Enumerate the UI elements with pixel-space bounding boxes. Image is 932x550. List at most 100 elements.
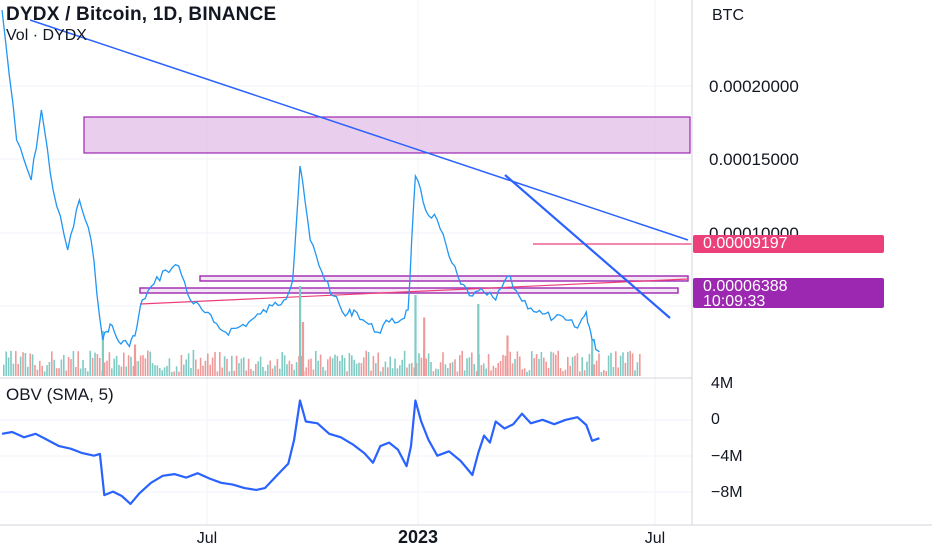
short-descending-trendline[interactable] (504, 174, 671, 319)
volume-bar (545, 361, 547, 376)
volume-bar (221, 367, 223, 376)
volume-bar (46, 365, 48, 376)
volume-bar (631, 353, 634, 376)
volume-bar (526, 371, 528, 376)
volume-bar (307, 359, 310, 376)
volume-bar (238, 363, 240, 376)
pink-level-price: 0.00009197 (703, 235, 788, 252)
volume-bar (75, 367, 77, 376)
resistance-zone[interactable] (83, 116, 691, 154)
volume-bar (276, 359, 279, 376)
volume-bar (447, 368, 449, 376)
volume-bar (360, 363, 363, 376)
volume-bar (29, 353, 31, 376)
volume-bar (295, 362, 298, 376)
volume-bar (459, 355, 461, 376)
volume-bar (231, 355, 233, 376)
volume-bar (619, 355, 622, 376)
volume-bar (223, 356, 226, 376)
volume-bar (442, 352, 444, 376)
volume-bar (485, 368, 487, 376)
volume-bar (487, 354, 490, 376)
volume-bar (437, 369, 439, 376)
time-axis-label-year: 2023 (398, 527, 438, 547)
volume-bar (473, 364, 475, 376)
volume-bar (299, 286, 302, 376)
long-descending-trendline[interactable] (29, 19, 689, 241)
volume-bar (293, 369, 295, 376)
volume-bar (615, 351, 617, 376)
volume-bar (377, 352, 379, 376)
volume-bar (137, 361, 139, 376)
volume-bar (363, 357, 365, 376)
volume-bar (399, 365, 401, 376)
volume-bar (94, 352, 96, 376)
volume-bar (149, 351, 151, 376)
pink-rising-trendline[interactable] (139, 278, 689, 305)
volume-bar (463, 370, 466, 376)
volume-bar (39, 360, 41, 376)
volume-bar (192, 350, 195, 376)
volume-bar (497, 363, 499, 376)
volume-bar (130, 356, 132, 376)
volume-bar (82, 360, 84, 376)
volume-bar (403, 350, 406, 376)
volume-indicator-label[interactable]: Vol · DYDX (6, 27, 87, 44)
volume-bar (408, 363, 411, 376)
volume-bar (67, 357, 70, 376)
volume-bar (519, 356, 521, 376)
volume-bar (353, 359, 355, 376)
volume-bar (516, 351, 519, 376)
volume-bar (341, 355, 343, 376)
bar-countdown: 10:09:33 (703, 293, 766, 310)
volume-bar (564, 369, 567, 376)
volume-bar (509, 351, 511, 376)
volume-bar (521, 369, 523, 376)
volume-bar (430, 362, 432, 376)
volume-bar (305, 367, 307, 376)
volume-bar (420, 357, 423, 376)
obv-line (1, 399, 600, 505)
volume-bar (506, 335, 509, 376)
volume-bar (327, 359, 329, 376)
current-price-tag: 0.00006388 10:09:33 (693, 278, 884, 310)
volume-bar (499, 360, 502, 376)
obv-indicator-label[interactable]: OBV (SMA, 5) (6, 385, 114, 404)
volume-bar (17, 364, 19, 376)
volume-bar (60, 359, 63, 376)
volume-bar (336, 355, 339, 376)
volume-bar (583, 370, 586, 376)
volume-bar (255, 364, 257, 376)
volume-bar (310, 358, 312, 376)
volume-bar (156, 365, 159, 376)
volume-bar (142, 355, 144, 376)
volume-bar (168, 358, 171, 376)
volume-bar (252, 370, 255, 376)
volume-bar (185, 359, 187, 376)
symbol-title[interactable]: DYDX / Bitcoin, 1D, BINANCE (6, 4, 277, 25)
current-price: 0.00006388 (703, 278, 788, 295)
volume-bar (178, 371, 180, 376)
volume-bar (132, 365, 135, 376)
volume-bar (175, 366, 178, 376)
volume-bar (79, 368, 82, 376)
volume-bar (257, 361, 259, 376)
volume-bar (283, 355, 286, 376)
volume-bar (367, 352, 370, 376)
price-line (1, 9, 600, 353)
volume-bar (384, 361, 387, 376)
volume-bar (435, 368, 437, 376)
volume-bar (559, 368, 562, 376)
volume-bar (226, 358, 228, 376)
volume-bar (571, 357, 574, 376)
volume-bar (355, 363, 358, 376)
volume-bar (574, 355, 576, 376)
volume-bar (454, 359, 456, 376)
volume-bar (449, 363, 451, 376)
volume-bar (495, 367, 497, 376)
volume-bar (19, 356, 22, 376)
volume-bar (550, 351, 552, 376)
support-zone-upper[interactable] (199, 275, 689, 282)
volume-bar (43, 371, 46, 376)
